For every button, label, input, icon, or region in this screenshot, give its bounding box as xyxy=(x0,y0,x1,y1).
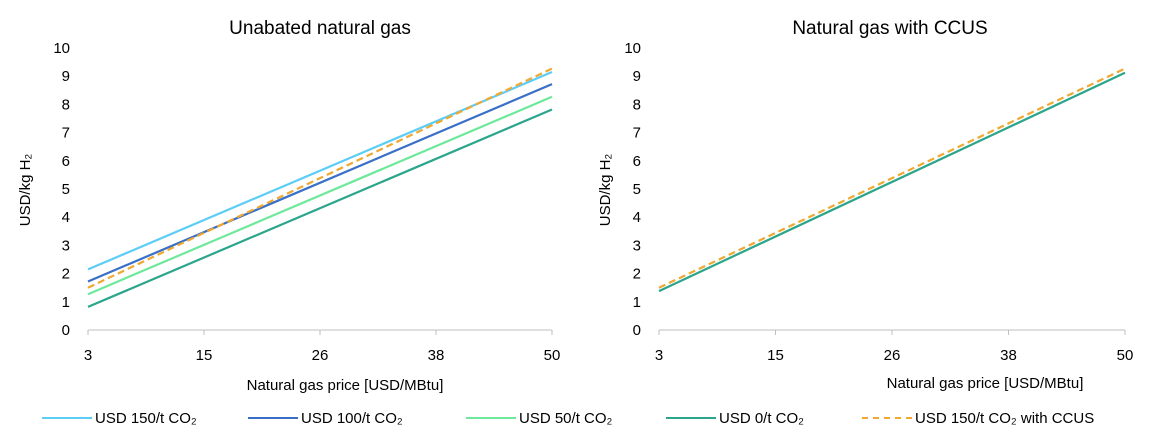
y-tick-label: 0 xyxy=(633,322,641,339)
legend-item: USD 100/t CO₂ xyxy=(248,408,403,428)
x-tick-label: 15 xyxy=(196,347,213,364)
x-tick-label: 38 xyxy=(1000,347,1017,364)
x-axis-label: Natural gas price [USD/MBtu] xyxy=(247,377,444,394)
legend-label: USD 150/t CO₂ with CCUS xyxy=(915,409,1095,427)
series-line xyxy=(87,83,553,283)
x-tick-label: 26 xyxy=(884,347,901,364)
y-tick-label: 10 xyxy=(624,40,641,57)
series-line xyxy=(658,67,1126,289)
y-tick-label: 8 xyxy=(62,96,70,113)
series-line xyxy=(87,67,553,289)
chart-legend: USD 150/t CO₂ USD 100/t CO₂ USD 50/t CO₂… xyxy=(0,408,1150,432)
x-tick-label: 50 xyxy=(544,347,561,364)
legend-swatch xyxy=(862,417,912,419)
legend-label: USD 50/t CO₂ xyxy=(519,409,613,427)
y-tick-label: 8 xyxy=(633,96,641,113)
y-tick-label: 1 xyxy=(62,294,70,311)
legend-swatch xyxy=(248,417,298,419)
x-tick-label: 38 xyxy=(428,347,445,364)
y-tick-label: 0 xyxy=(62,322,70,339)
y-tick-label: 9 xyxy=(62,68,70,85)
y-tick-label: 6 xyxy=(62,153,70,170)
x-tick-label: 3 xyxy=(84,347,92,364)
y-tick-label: 5 xyxy=(62,181,70,198)
y-tick-label: 3 xyxy=(62,237,70,254)
y-tick-label: 7 xyxy=(62,125,70,142)
x-axis-label: Natural gas price [USD/MBtu] xyxy=(887,375,1084,392)
x-tick-label: 15 xyxy=(767,347,784,364)
y-tick-label: 5 xyxy=(633,181,641,198)
legend-item: USD 0/t CO₂ xyxy=(666,408,804,428)
y-tick-label: 7 xyxy=(633,125,641,142)
legend-label: USD 100/t CO₂ xyxy=(301,409,403,427)
series-line xyxy=(87,70,553,271)
x-tick-label: 50 xyxy=(1117,347,1134,364)
panel-title: Natural gas with CCUS xyxy=(792,18,987,39)
y-tick-label: 4 xyxy=(633,209,641,226)
legend-swatch xyxy=(666,417,716,419)
y-tick-label: 6 xyxy=(633,153,641,170)
legend-item: USD 150/t CO₂ with CCUS xyxy=(862,408,1094,428)
y-tick-label: 3 xyxy=(633,237,641,254)
y-tick-label: 9 xyxy=(633,68,641,85)
y-tick-label: 10 xyxy=(53,40,70,57)
panel-title: Unabated natural gas xyxy=(229,18,411,39)
chart-canvas: Unabated natural gas USD/kg H₂ Natural g… xyxy=(17,18,1133,394)
x-tick-label: 3 xyxy=(655,347,663,364)
legend-label: USD 0/t CO₂ xyxy=(719,409,805,427)
legend-swatch xyxy=(42,417,92,419)
legend-label: USD 150/t CO₂ xyxy=(95,409,197,427)
y-axis-label: USD/kg H₂ xyxy=(597,154,614,227)
y-tick-label: 2 xyxy=(633,266,641,283)
x-tick-label: 26 xyxy=(312,347,329,364)
y-tick-label: 2 xyxy=(62,266,70,283)
legend-item: USD 150/t CO₂ xyxy=(42,408,197,428)
panel-unabated: Unabated natural gas USD/kg H₂ Natural g… xyxy=(17,18,560,394)
panel-ccus: Natural gas with CCUS USD/kg H₂ Natural … xyxy=(597,18,1133,392)
series-line xyxy=(87,95,553,296)
series-line xyxy=(87,108,553,308)
y-axis-label: USD/kg H₂ xyxy=(17,154,34,227)
legend-swatch xyxy=(466,417,516,419)
y-tick-label: 1 xyxy=(633,294,641,311)
series-line xyxy=(658,71,1126,293)
y-tick-label: 4 xyxy=(62,209,70,226)
legend-item: USD 50/t CO₂ xyxy=(466,408,612,428)
